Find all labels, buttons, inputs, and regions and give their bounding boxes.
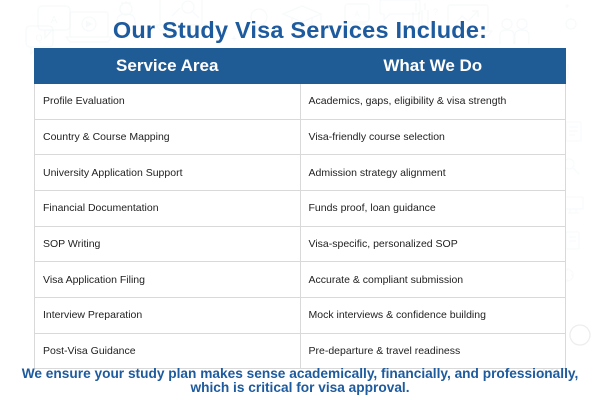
svg-text:?: ? <box>433 7 438 17</box>
